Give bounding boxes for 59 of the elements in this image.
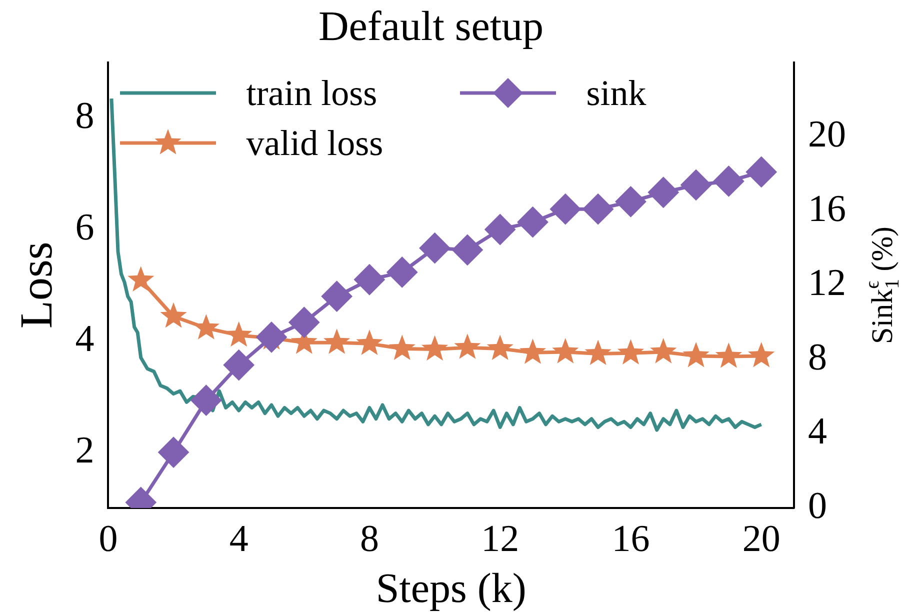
- y-tick-label: 6: [75, 206, 94, 248]
- y-tick-label: 2: [75, 429, 94, 472]
- point: [321, 280, 352, 312]
- point: [419, 232, 450, 264]
- point: [128, 266, 154, 292]
- x-axis-title: Steps (k): [376, 566, 526, 612]
- point: [550, 194, 581, 225]
- y2-tick-label: 20: [808, 114, 846, 156]
- point: [354, 264, 385, 296]
- y-tick-label: 8: [75, 95, 94, 138]
- y2-tick-label: 16: [808, 188, 846, 230]
- point: [746, 156, 777, 188]
- y2-tick-label: 12: [808, 262, 846, 304]
- x-tick-label: 8: [360, 518, 379, 560]
- point: [517, 206, 548, 238]
- legend-label: valid loss: [246, 122, 384, 164]
- point: [748, 342, 775, 368]
- point: [552, 338, 579, 364]
- legend-label: train loss: [246, 72, 378, 114]
- point: [519, 338, 546, 364]
- x-tick-label: 20: [742, 518, 780, 560]
- point: [223, 350, 254, 381]
- point: [584, 340, 612, 366]
- y2-axis-title: Sink1ϵ (%): [861, 226, 902, 344]
- y2-tick-label: 4: [808, 410, 827, 453]
- point: [226, 321, 252, 347]
- point: [421, 335, 448, 361]
- point: [356, 330, 383, 356]
- chart-title: Default setup: [318, 4, 544, 50]
- point: [617, 339, 644, 364]
- x-tick-label: 4: [229, 518, 248, 560]
- legend-label: sink: [586, 72, 646, 114]
- point: [484, 214, 516, 245]
- point: [713, 166, 744, 197]
- point: [386, 256, 418, 288]
- y-axis-title: Loss: [10, 242, 62, 329]
- point: [582, 194, 614, 225]
- y-tick-label: 4: [75, 318, 94, 360]
- x-tick-label: 0: [98, 518, 118, 560]
- y2-tick-label: 8: [808, 336, 827, 378]
- point: [388, 334, 416, 360]
- x-tick-label: 12: [481, 518, 520, 560]
- point: [288, 306, 320, 338]
- point: [452, 234, 483, 266]
- point: [682, 342, 710, 368]
- point: [680, 169, 712, 200]
- point: [648, 176, 679, 208]
- point: [486, 334, 514, 360]
- point: [190, 384, 222, 416]
- x-tick-label: 16: [612, 518, 650, 560]
- point: [158, 436, 190, 468]
- point: [256, 322, 287, 353]
- point: [650, 338, 677, 364]
- point: [160, 302, 187, 328]
- point: [323, 328, 350, 354]
- y2-tick-label: 0: [808, 484, 827, 527]
- point: [615, 186, 646, 218]
- point: [454, 334, 481, 359]
- point: [715, 342, 742, 368]
